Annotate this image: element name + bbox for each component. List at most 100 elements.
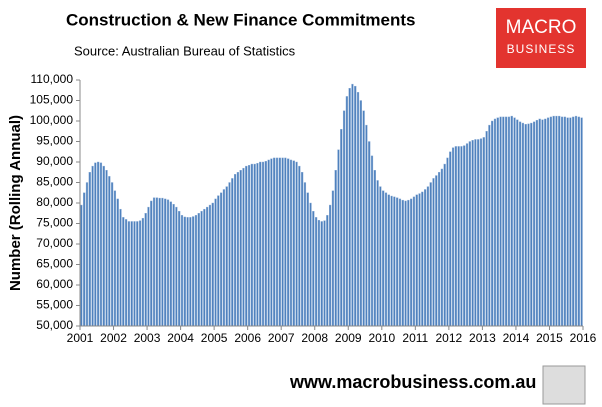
bar	[435, 175, 438, 327]
bar	[228, 182, 231, 327]
bar	[102, 165, 105, 327]
bar	[437, 172, 441, 327]
bar	[113, 190, 117, 327]
bar	[418, 193, 421, 327]
bar	[563, 116, 566, 327]
bar	[491, 120, 494, 327]
x-tick-label: 2014	[503, 331, 530, 345]
bar	[440, 168, 443, 327]
bar	[580, 117, 583, 327]
bar	[463, 145, 466, 327]
bar	[178, 210, 181, 327]
bar	[496, 117, 499, 327]
bar	[373, 169, 376, 327]
bar	[468, 141, 471, 327]
bar	[289, 159, 293, 327]
bar	[412, 196, 416, 327]
bar	[320, 221, 323, 327]
bar	[189, 217, 192, 327]
bar	[295, 161, 298, 327]
bar	[239, 169, 242, 327]
bar	[368, 141, 371, 327]
bar	[250, 163, 253, 327]
bar	[147, 206, 150, 327]
bar	[477, 139, 480, 327]
bar	[345, 96, 348, 327]
bar	[150, 200, 153, 327]
bar	[558, 115, 561, 327]
x-tick-label: 2009	[335, 331, 362, 345]
bar	[284, 157, 287, 327]
bar	[186, 217, 189, 327]
x-tick-label: 2016	[570, 331, 597, 345]
bar	[136, 221, 139, 327]
bar	[485, 131, 488, 327]
bar	[538, 118, 541, 327]
bar	[359, 100, 362, 327]
bar	[502, 116, 505, 327]
bar	[365, 124, 368, 327]
bar	[267, 159, 270, 327]
x-tick-label: 2001	[67, 331, 94, 345]
y-tick-label: 55,000	[36, 298, 73, 312]
bar	[301, 172, 304, 327]
bar	[192, 216, 195, 327]
bar	[99, 162, 103, 327]
x-tick-label: 2007	[268, 331, 295, 345]
bar	[521, 122, 525, 327]
bar	[384, 192, 388, 327]
bar	[261, 161, 265, 327]
bar	[275, 157, 279, 327]
bar	[94, 162, 97, 327]
x-tick-label: 2013	[469, 331, 496, 345]
bar	[446, 157, 449, 327]
bar	[340, 128, 343, 327]
y-tick-label: 100,000	[30, 113, 74, 127]
bar	[225, 186, 228, 327]
bar	[546, 117, 550, 327]
bar	[451, 147, 455, 327]
bar	[574, 115, 578, 327]
logo-text: BUSINESS	[507, 42, 576, 56]
bar	[465, 143, 469, 327]
bar	[479, 138, 483, 327]
bar	[404, 200, 407, 327]
bar	[217, 195, 220, 327]
bar	[530, 122, 533, 327]
logo-text: MACRO	[506, 17, 577, 38]
bar	[125, 219, 128, 327]
x-tick-label: 2003	[134, 331, 161, 345]
bar	[432, 178, 435, 327]
bar	[85, 182, 89, 327]
bar	[211, 202, 214, 327]
bar	[158, 197, 161, 327]
bar	[231, 178, 234, 327]
bar	[424, 189, 427, 327]
bar	[370, 155, 374, 327]
bar	[155, 197, 158, 327]
y-tick-label: 85,000	[36, 175, 73, 189]
bar	[309, 202, 312, 327]
bar	[270, 158, 273, 327]
bar	[493, 118, 497, 327]
x-tick-label: 2011	[402, 331, 428, 345]
bar	[382, 190, 385, 327]
bar	[396, 197, 399, 327]
bar	[572, 116, 575, 327]
x-tick-label: 2010	[368, 331, 395, 345]
bar	[519, 121, 522, 327]
y-tick-label: 65,000	[36, 257, 73, 271]
bar	[410, 198, 413, 327]
bar	[122, 217, 125, 327]
bar	[407, 199, 410, 327]
bar	[278, 157, 281, 327]
bar	[457, 146, 460, 327]
bar	[552, 115, 555, 327]
bar	[312, 210, 315, 327]
bar	[220, 192, 223, 327]
bar	[454, 146, 457, 327]
bar	[97, 161, 100, 327]
bar	[429, 182, 432, 327]
bar	[354, 85, 357, 327]
